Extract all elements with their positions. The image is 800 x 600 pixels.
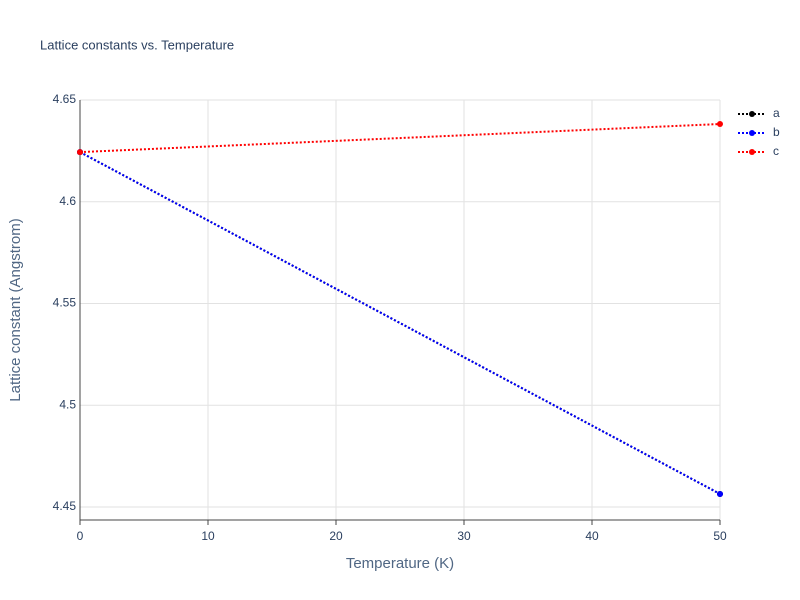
series-line [79,151,721,495]
x-tick-label: 0 [77,529,84,543]
point [717,121,723,128]
point [717,490,723,497]
y-tick-label: 4.45 [53,499,77,513]
legend-marker [749,149,755,155]
x-tick-label: 30 [457,529,471,543]
x-tick-label: 10 [201,529,215,543]
point [77,149,83,156]
legend-label: b [773,125,780,139]
y-tick-label: 4.65 [53,92,77,106]
legend-label: c [773,144,779,158]
x-tick-label: 50 [713,529,727,543]
series-line [79,123,721,154]
legend-label: a [773,106,780,120]
y-tick-label: 4.5 [59,397,76,411]
y-axis-label: Lattice constant (Angstrom) [7,218,24,401]
legend-marker [749,130,755,136]
y-tick-label: 4.55 [53,296,77,310]
legend-marker [749,111,755,117]
x-axis-label: Temperature (K) [346,555,454,572]
x-tick-label: 40 [585,529,599,543]
x-tick-label: 20 [329,529,343,543]
y-tick-label: 4.6 [59,194,76,208]
chart-title: Lattice constants vs. Temperature [40,37,234,52]
